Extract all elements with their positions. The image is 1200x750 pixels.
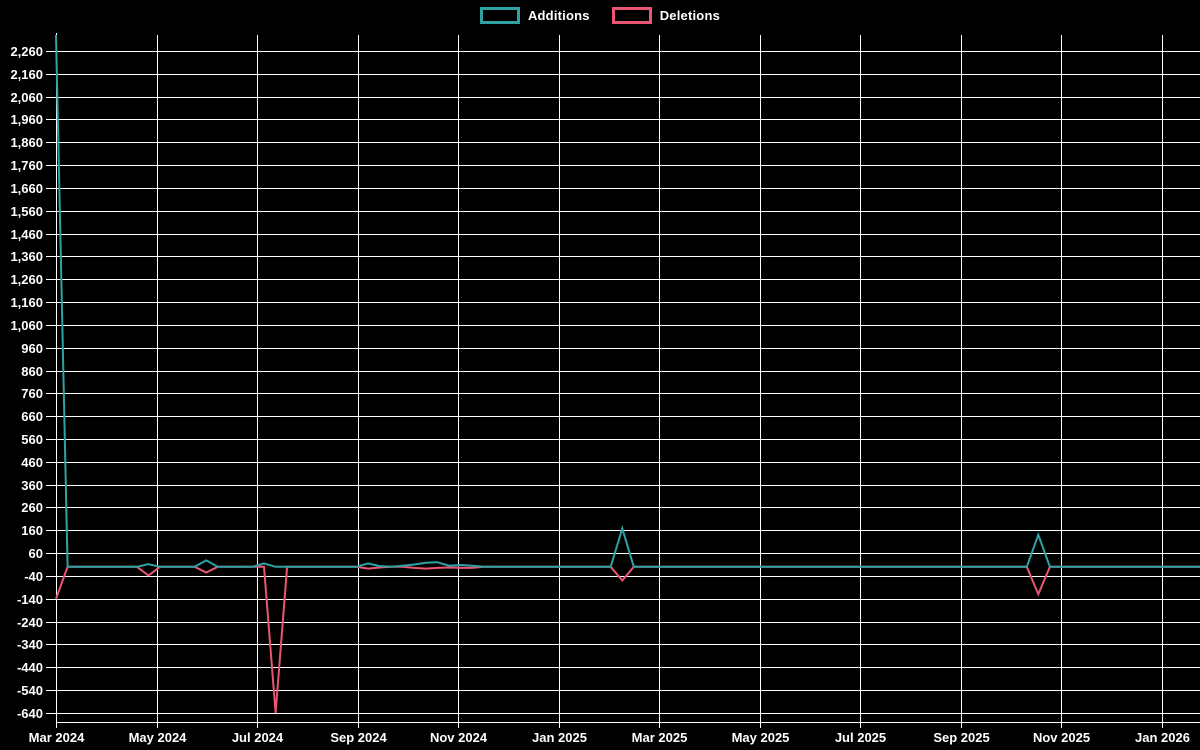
y-tick-label: -140 <box>17 592 43 607</box>
x-tick-label: May 2025 <box>732 730 790 745</box>
legend-label-additions: Additions <box>527 8 590 23</box>
additions-swatch-icon <box>479 7 520 24</box>
y-tick-label: 1,360 <box>10 249 43 264</box>
y-tick-label: 1,960 <box>10 112 43 127</box>
additions-line <box>55 34 1200 568</box>
y-tick-label: 1,660 <box>10 181 43 196</box>
x-tick-label: Jan 2026 <box>1135 730 1190 745</box>
y-tick-label: 260 <box>21 500 43 515</box>
legend-item-additions[interactable]: Additions <box>479 7 590 24</box>
y-tick-label: 1,260 <box>10 272 43 287</box>
y-tick-label: -240 <box>17 615 43 630</box>
x-tick-label: Sep 2025 <box>933 730 989 745</box>
deletions-swatch-icon <box>611 7 652 24</box>
legend-item-deletions[interactable]: Deletions <box>611 7 721 24</box>
y-tick-label: 160 <box>21 523 43 538</box>
y-tick-label: 560 <box>21 432 43 447</box>
y-tick-label: 660 <box>21 409 43 424</box>
y-tick-label: 2,060 <box>10 90 43 105</box>
y-tick-label: -40 <box>24 569 43 584</box>
x-tick-label: Nov 2024 <box>430 730 488 745</box>
x-tick-label: Jan 2025 <box>532 730 587 745</box>
legend-label-deletions: Deletions <box>659 8 721 23</box>
y-tick-label: 1,860 <box>10 135 43 150</box>
y-tick-label: 860 <box>21 364 43 379</box>
x-tick-label: Jul 2025 <box>835 730 886 745</box>
y-tick-label: 1,560 <box>10 204 43 219</box>
x-tick-label: Nov 2025 <box>1033 730 1090 745</box>
y-tick-label: 1,760 <box>10 158 43 173</box>
y-tick-label: 2,260 <box>10 44 43 59</box>
x-tick-label: May 2024 <box>129 730 188 745</box>
y-tick-label: 460 <box>21 455 43 470</box>
y-tick-label: 1,460 <box>10 227 43 242</box>
y-tick-label: 360 <box>21 478 43 493</box>
y-tick-label: 1,160 <box>10 295 43 310</box>
x-tick-label: Mar 2025 <box>632 730 688 745</box>
y-tick-label: -340 <box>17 637 43 652</box>
y-tick-label: 760 <box>21 386 43 401</box>
y-tick-label: 960 <box>21 341 43 356</box>
y-tick-label: -440 <box>17 660 43 675</box>
y-tick-label: 60 <box>29 546 43 561</box>
x-tick-label: Sep 2024 <box>330 730 387 745</box>
y-tick-label: -540 <box>17 683 43 698</box>
y-tick-label: 1,060 <box>10 318 43 333</box>
x-tick-label: Mar 2024 <box>29 730 85 745</box>
y-tick-label: -640 <box>17 706 43 721</box>
chart-legend: Additions Deletions <box>0 7 1200 24</box>
x-tick-label: Jul 2024 <box>232 730 284 745</box>
y-tick-label: 2,160 <box>10 67 43 82</box>
